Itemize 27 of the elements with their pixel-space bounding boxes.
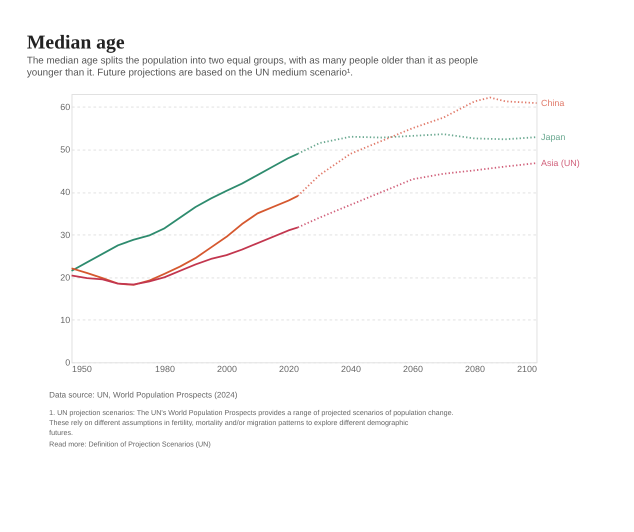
x-tick-label: 1980: [155, 364, 175, 374]
x-tick-label: 2000: [217, 364, 237, 374]
x-tick-label: 2060: [403, 364, 423, 374]
x-tick-label: 2100: [517, 364, 537, 374]
y-tick-label: 60: [60, 102, 70, 112]
line-series: [296, 96, 538, 197]
line-series: [70, 152, 299, 272]
x-tick-label: 2020: [279, 364, 299, 374]
chart-subtitle: The median age splits the population into two equal groups, with as many people older than it as people younger than it. Future projections are based on the UN medium scenario¹.: [26, 56, 479, 78]
line-series: [296, 133, 538, 155]
y-tick-label: 20: [60, 272, 70, 282]
y-tick-label: 30: [60, 230, 70, 240]
source-note: Data source: UN, World Population Prospects (2024): [49, 390, 238, 400]
y-tick-label: 0: [65, 358, 70, 368]
series-label: China: [541, 98, 564, 108]
series-label: Asia (UN): [541, 158, 580, 168]
line-series: [70, 226, 299, 286]
x-tick-label: 2080: [465, 364, 485, 374]
line-series: [296, 162, 538, 228]
series-label: Japan: [541, 132, 566, 142]
chart-title: Median age: [26, 32, 125, 54]
line-series: [70, 195, 299, 286]
y-tick-label: 10: [60, 314, 70, 325]
x-tick-label: 2040: [341, 364, 361, 374]
y-tick-label: 50: [60, 144, 70, 155]
y-tick-label: 40: [60, 187, 70, 198]
x-tick-label: 1950: [72, 364, 92, 374]
